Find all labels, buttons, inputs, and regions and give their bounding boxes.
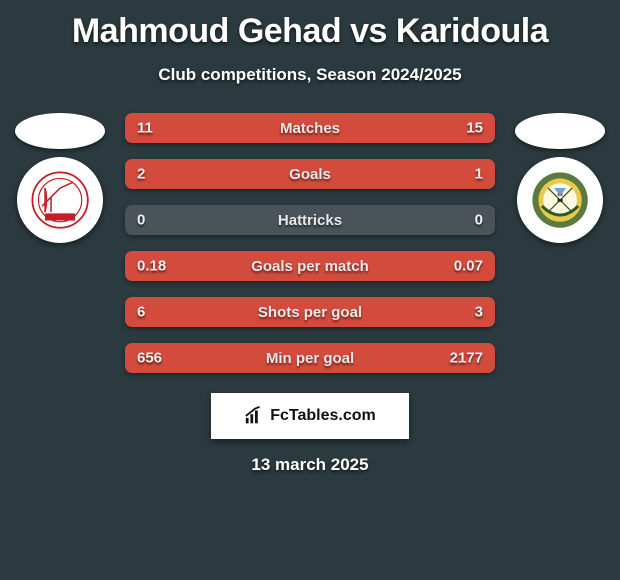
- stat-label: Min per goal: [266, 350, 354, 367]
- stat-value-right: 0.07: [454, 258, 483, 275]
- stat-value-left: 0: [137, 212, 145, 229]
- stat-fill-left: [125, 159, 373, 189]
- stat-value-left: 6: [137, 304, 145, 321]
- stat-label: Matches: [280, 120, 340, 137]
- subtitle: Club competitions, Season 2024/2025: [0, 65, 620, 85]
- crest-right: [517, 157, 603, 243]
- chart-icon: [244, 405, 266, 427]
- stats-list: 11 Matches 15 2 Goals 1 0 Hattricks 0 0.18 Goals p…: [125, 113, 495, 373]
- stat-row: 11 Matches 15: [125, 113, 495, 143]
- stat-value-right: 1: [475, 166, 483, 183]
- player-left-slot: [10, 113, 110, 243]
- stat-value-right: 0: [475, 212, 483, 229]
- player-left-avatar: [15, 113, 105, 149]
- page-title: Mahmoud Gehad vs Karidoula: [0, 0, 620, 51]
- crest-left-icon: [30, 170, 90, 230]
- stat-value-left: 2: [137, 166, 145, 183]
- stat-row: 2 Goals 1: [125, 159, 495, 189]
- stat-value-right: 2177: [450, 350, 483, 367]
- stat-value-left: 0.18: [137, 258, 166, 275]
- stat-value-left: 11: [137, 120, 153, 137]
- stat-row: 656 Min per goal 2177: [125, 343, 495, 373]
- stat-value-left: 656: [137, 350, 162, 367]
- player-right-avatar: [515, 113, 605, 149]
- branding-text: FcTables.com: [270, 407, 376, 425]
- stat-value-right: 15: [466, 120, 483, 137]
- stat-label: Goals: [289, 166, 331, 183]
- crest-right-icon: [530, 170, 590, 230]
- stat-label: Shots per goal: [258, 304, 362, 321]
- date-label: 13 march 2025: [0, 455, 620, 475]
- stat-label: Goals per match: [251, 258, 369, 275]
- stat-row: 0.18 Goals per match 0.07: [125, 251, 495, 281]
- stat-label: Hattricks: [278, 212, 342, 229]
- player-right-slot: [510, 113, 610, 243]
- stat-row: 0 Hattricks 0: [125, 205, 495, 235]
- crest-left: [17, 157, 103, 243]
- stat-value-right: 3: [475, 304, 483, 321]
- branding-badge: FcTables.com: [211, 393, 409, 439]
- stat-row: 6 Shots per goal 3: [125, 297, 495, 327]
- comparison-container: 11 Matches 15 2 Goals 1 0 Hattricks 0 0.18 Goals p…: [0, 113, 620, 373]
